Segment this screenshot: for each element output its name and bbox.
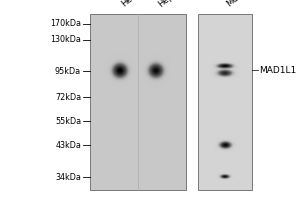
Text: MAD1L1: MAD1L1 (260, 66, 297, 75)
Text: HeLa: HeLa (120, 0, 142, 9)
Text: 43kDa: 43kDa (55, 140, 81, 149)
Text: 95kDa: 95kDa (55, 66, 81, 75)
Text: 130kDa: 130kDa (50, 36, 81, 45)
Text: 170kDa: 170kDa (50, 20, 81, 28)
Text: 72kDa: 72kDa (55, 92, 81, 102)
Text: HepG2: HepG2 (156, 0, 184, 9)
Bar (90, 14, 186, 190)
Bar (198, 14, 252, 190)
Text: MCF7: MCF7 (225, 0, 249, 9)
Text: 34kDa: 34kDa (55, 172, 81, 182)
Text: 55kDa: 55kDa (55, 116, 81, 126)
